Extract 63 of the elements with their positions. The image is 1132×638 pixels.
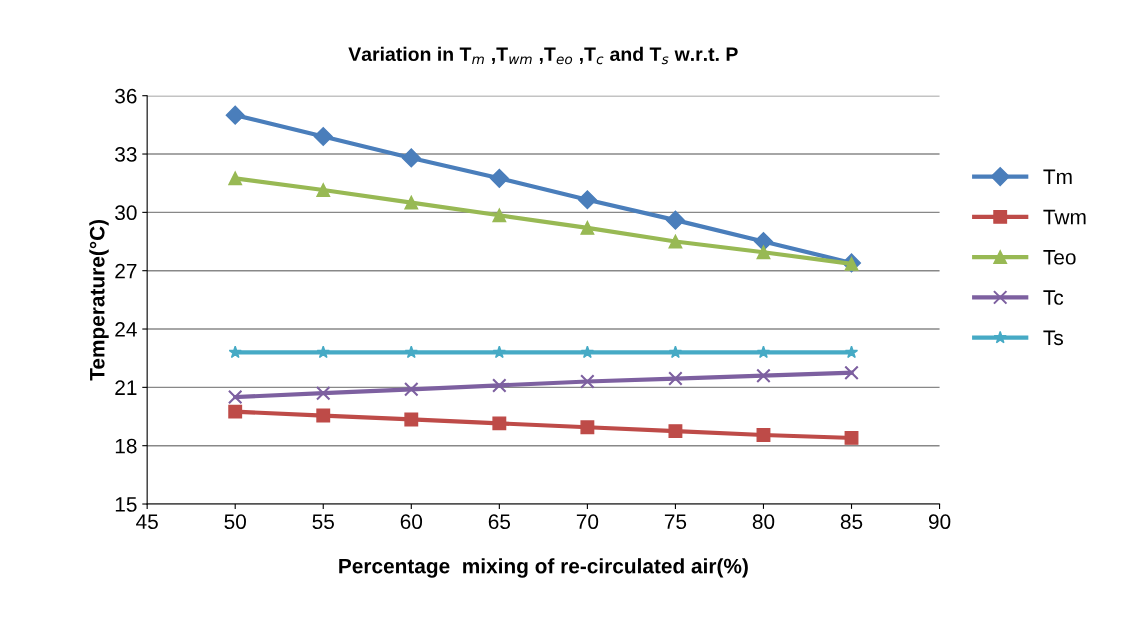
point (756, 368, 771, 383)
point (668, 424, 683, 439)
x-tick-label: 45 (136, 514, 158, 530)
point (404, 412, 419, 427)
point (404, 195, 419, 210)
point (228, 171, 243, 186)
point (228, 404, 243, 419)
point (492, 416, 507, 431)
y-tick-label: 33 (115, 147, 137, 162)
x-tick-label: 65 (488, 514, 511, 530)
point (580, 345, 595, 359)
point (316, 183, 331, 197)
point (404, 382, 419, 397)
point (492, 345, 506, 359)
x-tick-label: 85 (840, 514, 863, 530)
legend-label: Tm (1043, 169, 1072, 184)
point (225, 105, 245, 125)
legend-label: Tc (1043, 290, 1064, 305)
point (844, 345, 859, 359)
x-tick-label: 60 (400, 514, 423, 530)
y-axis-title: Temperature(°C) (89, 219, 109, 381)
x-tick-label: 50 (224, 514, 246, 530)
x-tick-label: 90 (928, 514, 951, 530)
y-tick-label: 21 (115, 380, 137, 395)
y-tick-label: 18 (115, 438, 137, 454)
point (315, 385, 331, 401)
y-tick-label: 15 (115, 497, 137, 512)
x-tick-label: 75 (664, 514, 687, 530)
y-tick-label: 27 (115, 263, 137, 279)
point (313, 126, 333, 147)
point (316, 345, 330, 359)
point (492, 208, 507, 223)
point (668, 345, 683, 359)
point (756, 245, 771, 260)
x-tick-label: 55 (312, 514, 334, 530)
point (492, 378, 507, 393)
point (404, 345, 418, 359)
y-tick-label: 36 (115, 88, 137, 104)
point (844, 365, 859, 381)
point (227, 389, 243, 405)
point (756, 345, 771, 359)
point (577, 190, 597, 210)
point (580, 420, 595, 435)
point (580, 374, 595, 389)
y-tick-label: 24 (115, 322, 137, 337)
legend-label: Ts (1043, 330, 1063, 346)
point (228, 345, 242, 359)
point (580, 220, 595, 235)
point (844, 430, 859, 445)
point (665, 210, 685, 230)
point (668, 234, 683, 249)
y-tick-label: 30 (115, 205, 137, 221)
legend-label: Twm (1043, 209, 1086, 225)
point (489, 168, 509, 188)
x-tick-label: 80 (752, 514, 775, 530)
point (756, 428, 771, 442)
x-tick-label: 70 (576, 514, 599, 530)
x-axis-title: Percentage mixing of re-circulated air(%) (339, 558, 748, 578)
point (401, 148, 421, 168)
point (316, 408, 331, 423)
point (668, 371, 683, 386)
chart-title: Variation in T$_{m}$ ,T$_{wm}$ ,T$_{eo}$ ,T$_{c}$ and T$_{s}$ w.r.t. P (348, 46, 738, 65)
legend-label: Teo (1043, 250, 1076, 265)
